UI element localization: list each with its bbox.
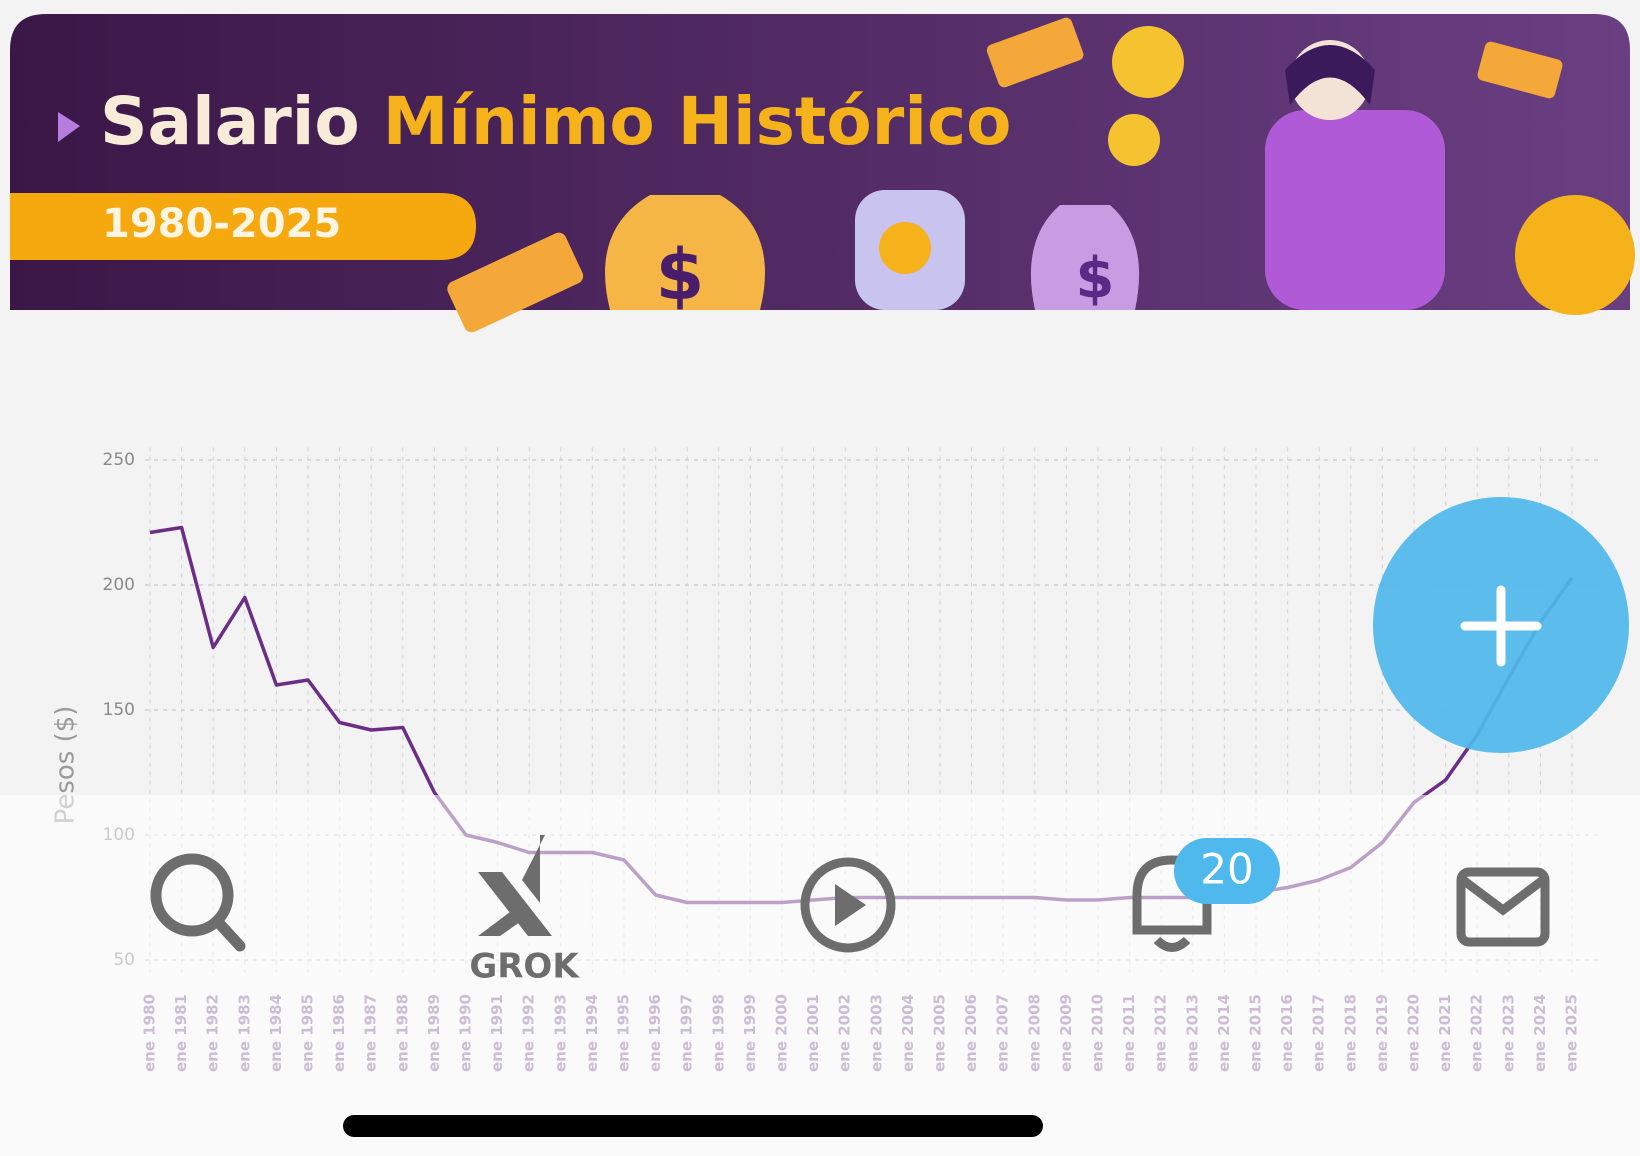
y-tick-label: 200	[103, 575, 135, 595]
svg-text:$: $	[656, 234, 705, 316]
messages-icon[interactable]	[1456, 867, 1550, 947]
banner-subtitle: 1980-2025	[102, 201, 341, 247]
svg-text:$: $	[1076, 246, 1115, 311]
title-start: Salario	[100, 83, 360, 160]
banner-title: Salario Mínimo Histórico	[100, 83, 1011, 160]
video-icon[interactable]	[800, 857, 896, 953]
header-banner: Salario Mínimo Histórico 1980-2025 $ $	[10, 14, 1635, 333]
notification-badge: 20	[1200, 845, 1253, 894]
fab[interactable]	[1373, 497, 1629, 753]
y-tick-label: 150	[103, 700, 135, 720]
nav-overlay	[0, 795, 1640, 1156]
search-icon[interactable]	[150, 853, 246, 952]
title-end: Mínimo Histórico	[383, 83, 1012, 160]
home-indicator	[343, 1115, 1043, 1137]
notifications-icon[interactable]: 20	[1132, 838, 1280, 952]
grok-label: GROK	[469, 947, 580, 987]
y-tick-label: 250	[103, 450, 135, 470]
grok-icon[interactable]: GROK	[469, 835, 580, 987]
